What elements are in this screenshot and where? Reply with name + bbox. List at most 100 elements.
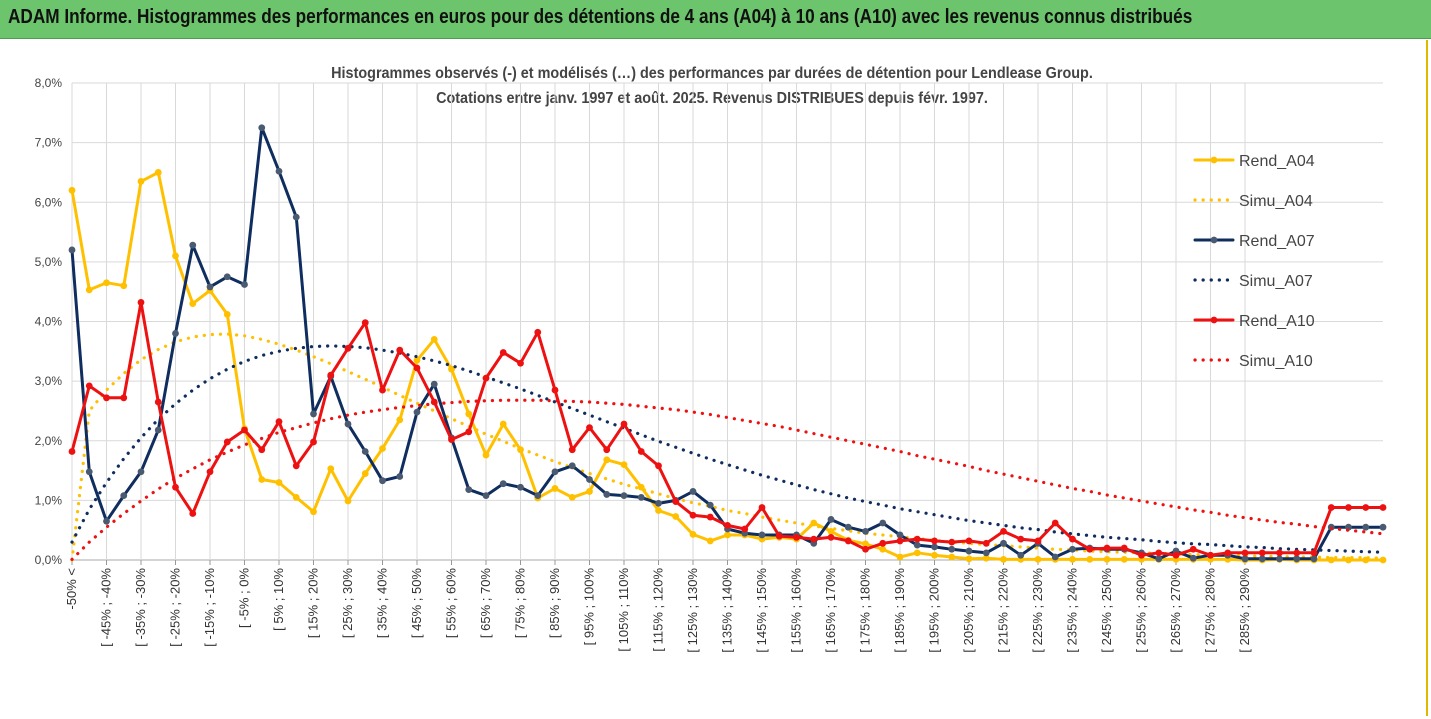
data-point-rend_a04 [913,549,921,557]
data-point-rend_a04 [672,513,680,520]
data-point-rend_a07 [965,547,973,555]
data-point-rend_a04 [1103,556,1111,563]
x-tick-label: [ 155% ; 160% [789,568,804,653]
x-tick-label: -50% < [64,568,79,610]
data-point-rend_a07 [396,473,404,480]
data-point-rend_a04 [655,507,662,514]
data-point-rend_a07 [982,549,990,557]
data-point-rend_a04 [482,451,490,459]
data-point-rend_a07 [706,501,714,509]
data-point-rend_a10 [413,364,421,372]
data-point-rend_a10 [551,386,559,394]
data-point-rend_a04 [1120,556,1128,563]
data-point-rend_a10 [793,533,800,541]
data-point-rend_a10 [1293,549,1301,557]
legend-label-simu_a07: Simu_A07 [1239,273,1313,290]
data-point-rend_a10 [1172,551,1180,559]
data-point-rend_a10 [1138,551,1145,559]
x-tick-label: [ 215% ; 220% [996,568,1011,653]
data-point-rend_a10 [689,511,697,519]
legend-marker-rend_a10 [1210,316,1218,324]
data-point-rend_a10 [586,424,593,432]
data-point-rend_a10 [223,438,231,446]
data-point-rend_a07 [879,519,887,527]
data-point-rend_a07 [568,462,576,470]
x-tick-label: [ 115% ; 120% [651,568,666,652]
data-point-rend_a04 [706,537,714,545]
data-point-rend_a10 [258,446,266,454]
data-point-rend_a04 [862,540,869,548]
data-point-rend_a10 [948,538,956,546]
data-point-rend_a04 [724,531,731,539]
chart-title: Histogrammes observés (-) et modélisés (… [331,64,1093,82]
x-tick-label: [ 235% ; 240% [1065,568,1080,653]
data-point-rend_a10 [844,537,852,545]
data-point-rend_a04 [1034,556,1042,563]
data-point-rend_a07 [637,493,645,501]
x-tick-label: [ -45% ; -40% [99,568,114,647]
data-point-rend_a07 [154,426,162,434]
data-point-rend_a04 [982,554,990,562]
data-point-rend_a10 [1103,544,1111,552]
data-point-rend_a10 [68,448,76,455]
data-point-rend_a04 [189,300,197,308]
data-point-rend_a10 [172,483,179,491]
data-point-rend_a10 [775,532,783,540]
data-point-rend_a10 [1241,549,1249,557]
data-point-rend_a10 [1207,551,1214,559]
data-point-rend_a10 [862,545,869,553]
data-point-rend_a04 [68,186,76,194]
data-point-rend_a10 [1310,549,1318,557]
data-point-rend_a07 [758,531,766,539]
data-point-rend_a10 [931,537,938,545]
x-tick-label: [ 135% ; 140% [720,568,735,653]
data-point-rend_a07 [137,468,145,476]
data-point-rend_a10 [827,533,835,541]
data-point-rend_a10 [241,426,248,434]
data-point-rend_a04 [965,555,973,563]
data-point-rend_a07 [499,480,507,488]
data-point-rend_a04 [223,310,231,318]
data-point-rend_a07 [413,408,421,416]
x-tick-label: [ 55% ; 60% [444,568,459,639]
data-point-rend_a07 [1293,555,1301,563]
x-tick-label: [ 185% ; 190% [892,568,907,653]
data-point-rend_a07 [655,499,662,507]
x-tick-label: [ 255% ; 260% [1134,568,1149,653]
data-point-rend_a07 [103,517,110,525]
data-point-rend_a04 [137,177,145,185]
data-point-rend_a04 [1345,556,1352,564]
chart-area: Histogrammes observés (-) et modélisés (… [0,40,1431,719]
data-point-rend_a04 [275,479,283,486]
y-tick-label: 5,0% [35,255,63,269]
x-tick-label: [ -25% ; -20% [168,568,183,647]
data-point-rend_a10 [1155,549,1163,557]
data-point-rend_a10 [879,539,887,547]
y-tick-label: 8,0% [35,76,63,90]
x-tick-label: [ 105% ; 110% [616,568,631,652]
y-tick-label: 2,0% [35,434,63,448]
data-point-rend_a10 [1086,545,1094,553]
data-point-rend_a07 [275,167,283,175]
data-point-rend_a04 [85,286,93,294]
data-point-rend_a07 [1017,551,1025,559]
data-point-rend_a04 [827,527,835,535]
data-point-rend_a10 [1189,545,1197,553]
data-point-rend_a04 [258,476,266,483]
data-point-rend_a07 [1155,555,1163,563]
data-point-rend_a04 [551,485,559,492]
legend-label-rend_a04: Rend_A04 [1239,153,1315,170]
data-point-rend_a04 [948,553,956,561]
data-point-rend_a10 [482,374,490,382]
data-point-rend_a10 [1034,537,1042,545]
page-header: ADAM Informe. Histogrammes des performan… [0,0,1431,39]
y-tick-label: 0,0% [35,553,63,567]
data-point-rend_a07 [68,246,76,254]
data-point-rend_a04 [430,335,438,343]
data-point-rend_a10 [1120,544,1128,552]
data-point-rend_a10 [655,462,662,470]
data-point-rend_a10 [206,468,214,476]
data-point-rend_a07 [189,241,197,249]
data-point-rend_a10 [1017,535,1025,543]
x-tick-label: [ 125% ; 130% [685,568,700,653]
